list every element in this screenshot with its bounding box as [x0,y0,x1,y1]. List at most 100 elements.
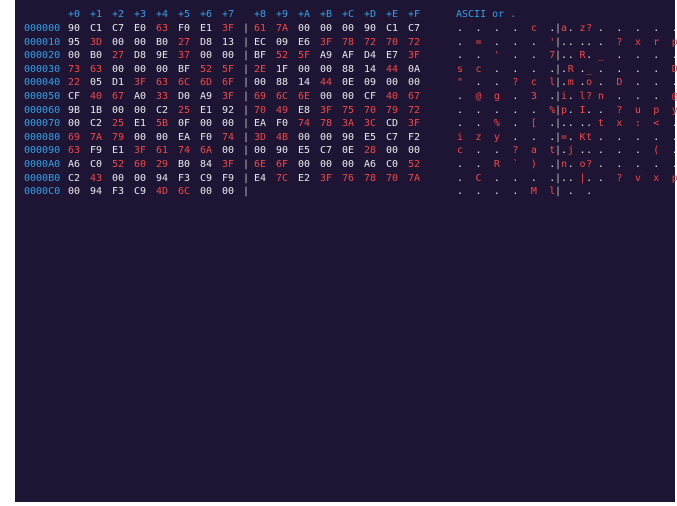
hex-byte[interactable]: 90 [276,145,289,157]
hex-byte[interactable]: 00 [112,104,125,116]
hex-byte[interactable]: 00 [320,91,333,102]
hex-byte[interactable]: 00 [200,186,213,198]
hex-byte[interactable]: 3F [408,118,421,130]
hex-byte[interactable]: 00 [320,63,333,75]
hex-byte[interactable]: 25 [178,104,191,116]
hex-byte[interactable]: 44 [386,63,399,75]
hex-byte[interactable]: 6F [222,77,235,89]
hex-byte[interactable]: 90 [342,131,355,143]
hex-byte[interactable]: 4D [156,186,169,198]
hex-byte[interactable]: 63 [90,63,103,75]
hex-byte[interactable]: 9E [156,50,169,62]
hex-byte[interactable]: E1 [200,104,213,116]
hex-byte[interactable]: E4 [254,172,267,184]
hex-byte[interactable]: 33 [156,91,169,102]
hex-byte[interactable]: 09 [364,77,377,89]
hex-byte[interactable]: 00 [200,50,213,62]
hex-byte[interactable]: 73 [68,63,81,75]
hex-byte[interactable]: 3F [320,172,333,184]
hex-byte[interactable]: 09 [276,36,289,48]
hex-byte[interactable]: F9 [222,172,235,184]
hex-byte[interactable]: 3F [134,77,147,89]
hex-byte[interactable]: 94 [90,186,103,198]
hex-byte[interactable]: 00 [298,63,311,75]
hex-byte[interactable]: 0E [342,77,355,89]
hex-byte[interactable]: C7 [408,23,421,34]
hex-byte[interactable]: 3F [320,104,333,116]
hex-byte[interactable]: 00 [254,77,267,89]
hex-byte[interactable]: E1 [134,118,147,130]
hex-byte[interactable]: 3F [222,91,235,102]
hex-byte[interactable]: 05 [90,77,103,89]
hex-byte[interactable]: 00 [68,186,81,198]
hex-byte[interactable]: F0 [178,23,191,34]
hex-byte[interactable]: 00 [68,50,81,62]
hex-byte[interactable]: 69 [254,91,267,102]
hex-byte[interactable]: 88 [342,63,355,75]
hex-byte[interactable]: B0 [90,50,103,62]
hex-byte[interactable]: 00 [134,36,147,48]
hex-byte[interactable]: 00 [134,172,147,184]
hex-byte[interactable]: D0 [178,91,191,102]
hex-byte[interactable]: F2 [408,131,421,143]
hex-byte[interactable]: 70 [386,172,399,184]
hex-byte[interactable]: CF [364,91,377,102]
hex-byte[interactable]: 67 [408,91,421,102]
hex-byte[interactable]: 49 [276,104,289,116]
hex-byte[interactable]: 6C [276,91,289,102]
hex-byte[interactable]: 6C [178,186,191,198]
hex-byte[interactable]: 5F [298,50,311,62]
hex-byte[interactable]: 4B [276,131,289,143]
hex-byte[interactable]: 78 [364,172,377,184]
hex-byte[interactable]: 27 [178,36,191,48]
hex-byte[interactable]: 29 [156,159,169,170]
hex-byte[interactable]: 44 [320,77,333,89]
hex-byte[interactable]: 00 [254,145,267,157]
hex-byte[interactable]: 60 [134,159,147,170]
hex-byte[interactable]: C2 [156,104,169,116]
hex-byte[interactable]: 00 [298,23,311,34]
hex-byte[interactable]: 61 [156,145,169,157]
hex-byte[interactable]: 72 [364,36,377,48]
hex-byte[interactable]: 90 [68,23,81,34]
hex-byte[interactable]: A6 [68,159,81,170]
hex-byte[interactable]: 7A [90,131,103,143]
hex-byte[interactable]: CF [68,91,81,102]
hex-byte[interactable]: 00 [342,91,355,102]
hex-byte[interactable]: 00 [408,77,421,89]
hex-byte[interactable]: 7A [276,23,289,34]
hex-byte[interactable]: 00 [68,118,81,130]
hex-byte[interactable]: 70 [386,36,399,48]
hex-byte[interactable]: 00 [112,63,125,75]
hex-byte[interactable]: D8 [200,36,213,48]
hex-byte[interactable]: EA [178,131,191,143]
hex-byte[interactable]: 67 [112,91,125,102]
hex-byte[interactable]: C9 [200,172,213,184]
hex-byte[interactable]: 00 [156,63,169,75]
hex-byte[interactable]: 76 [342,172,355,184]
hex-byte[interactable]: E8 [298,104,311,116]
hex-byte[interactable]: 37 [178,50,191,62]
hex-byte[interactable]: D8 [134,50,147,62]
hex-byte[interactable]: 00 [134,63,147,75]
hex-byte[interactable]: 6E [254,159,267,170]
hex-byte[interactable]: 84 [200,159,213,170]
hex-byte[interactable]: 74 [178,145,191,157]
hex-byte[interactable]: 00 [320,131,333,143]
hex-byte[interactable]: 74 [222,131,235,143]
hex-byte[interactable]: C7 [386,131,399,143]
hex-byte[interactable]: 3D [90,36,103,48]
hex-byte[interactable]: 78 [320,118,333,130]
hex-byte[interactable]: B0 [156,36,169,48]
hex-byte[interactable]: C1 [386,23,399,34]
hex-byte[interactable]: 69 [68,131,81,143]
hex-byte[interactable]: 3A [342,118,355,130]
hex-byte[interactable]: C0 [90,159,103,170]
hex-byte[interactable]: E2 [298,172,311,184]
hex-byte[interactable]: 22 [68,77,81,89]
hex-byte[interactable]: 6D [200,77,213,89]
hex-byte[interactable]: 6C [178,77,191,89]
hex-byte[interactable]: 00 [342,23,355,34]
hex-byte[interactable]: 63 [68,145,81,157]
hex-byte[interactable]: 92 [222,104,235,116]
